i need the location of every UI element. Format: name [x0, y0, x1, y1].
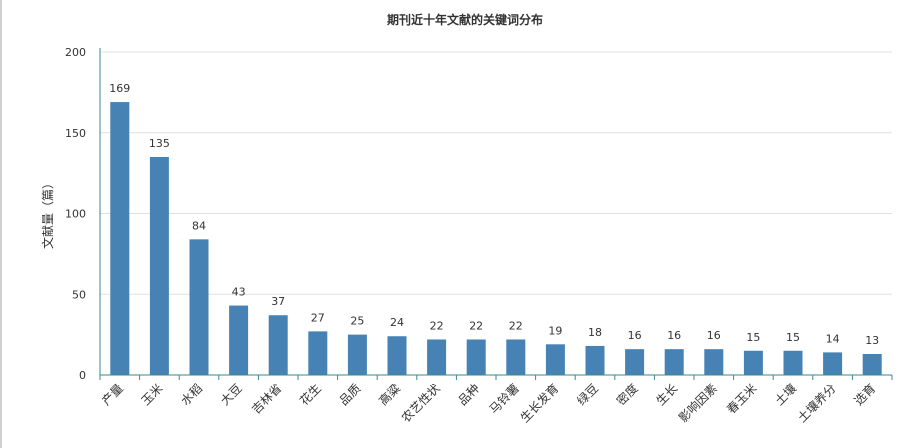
- data-label: 19: [548, 324, 562, 337]
- grid-lines: [100, 51, 892, 295]
- x-tick-label: 生长发育: [517, 381, 562, 426]
- y-tick-label: 100: [65, 208, 86, 221]
- data-label: 37: [271, 295, 285, 308]
- chart-title: 期刊近十年文献的关键词分布: [387, 12, 543, 27]
- x-tick-label: 农艺性状: [399, 381, 443, 425]
- bar: [743, 350, 763, 375]
- x-tick-label: 产量: [99, 381, 126, 408]
- x-tick-label: 选育: [851, 381, 879, 409]
- data-label: 15: [746, 331, 760, 344]
- x-tick-label: 花生: [296, 381, 324, 409]
- bar: [110, 102, 130, 375]
- x-tick-label: 密度: [613, 381, 641, 409]
- bar: [229, 305, 249, 375]
- data-label: 84: [192, 219, 206, 232]
- y-tick-label: 0: [79, 369, 86, 382]
- bar: [466, 339, 486, 375]
- x-tick-label: 影响因素: [675, 381, 720, 426]
- x-tick-label: 生长: [653, 381, 680, 408]
- x-tick-label: 品质: [337, 381, 364, 408]
- bar: [545, 344, 565, 375]
- data-label: 25: [350, 315, 364, 328]
- bar: [387, 336, 407, 375]
- data-label: 43: [232, 286, 246, 299]
- data-label: 22: [469, 319, 483, 332]
- bar: [585, 345, 605, 375]
- x-tick-label: 高粱: [376, 381, 404, 409]
- y-tick-label: 50: [72, 288, 86, 301]
- x-tick-label: 大豆: [218, 381, 245, 408]
- bar: [783, 350, 803, 375]
- data-label: 22: [430, 319, 444, 332]
- data-label: 14: [826, 332, 840, 345]
- bar: [823, 352, 843, 375]
- bar: [506, 339, 526, 375]
- bar: [862, 354, 882, 375]
- data-label: 13: [865, 334, 879, 347]
- bar: [704, 349, 724, 375]
- data-label: 169: [109, 82, 130, 95]
- data-label: 16: [667, 329, 681, 342]
- x-tick-label: 土壤: [772, 381, 800, 409]
- bar: [625, 349, 645, 375]
- x-tick-label: 春玉米: [724, 381, 759, 416]
- data-label: 22: [509, 319, 523, 332]
- x-tick-label: 绿豆: [574, 381, 602, 409]
- bar: [308, 331, 328, 375]
- bar: [664, 349, 684, 375]
- data-label: 16: [628, 329, 642, 342]
- window-left-border: [0, 0, 2, 448]
- data-label: 27: [311, 311, 325, 324]
- data-label: 18: [588, 326, 602, 339]
- x-tick-label: 吉林省: [249, 381, 284, 416]
- data-label: 135: [149, 137, 170, 150]
- bar: [268, 315, 288, 375]
- x-tick-label: 品种: [455, 381, 482, 408]
- x-tick-label: 玉米: [139, 381, 166, 408]
- data-label: 16: [707, 329, 721, 342]
- data-label: 15: [786, 331, 800, 344]
- bar: [189, 239, 209, 375]
- y-axis-label: 文献量（篇）: [40, 177, 55, 249]
- bars: [110, 102, 882, 375]
- y-axis-ticks: 0 50 100 150 200: [65, 46, 86, 382]
- data-label: 24: [390, 316, 404, 329]
- x-tick-label: 马铃薯: [486, 381, 522, 417]
- data-labels: 169 135 84 43 37 27 25 24 22 22 22 19 18 16 16 16 15 15 14…: [109, 82, 879, 347]
- y-tick-label: 200: [65, 46, 86, 59]
- bar: [427, 339, 447, 375]
- y-tick-label: 150: [65, 127, 86, 140]
- bar: [149, 156, 169, 375]
- bar: [347, 334, 367, 375]
- x-tick-label: 水稻: [178, 381, 205, 408]
- x-tick-label: 土壤养分: [794, 381, 839, 426]
